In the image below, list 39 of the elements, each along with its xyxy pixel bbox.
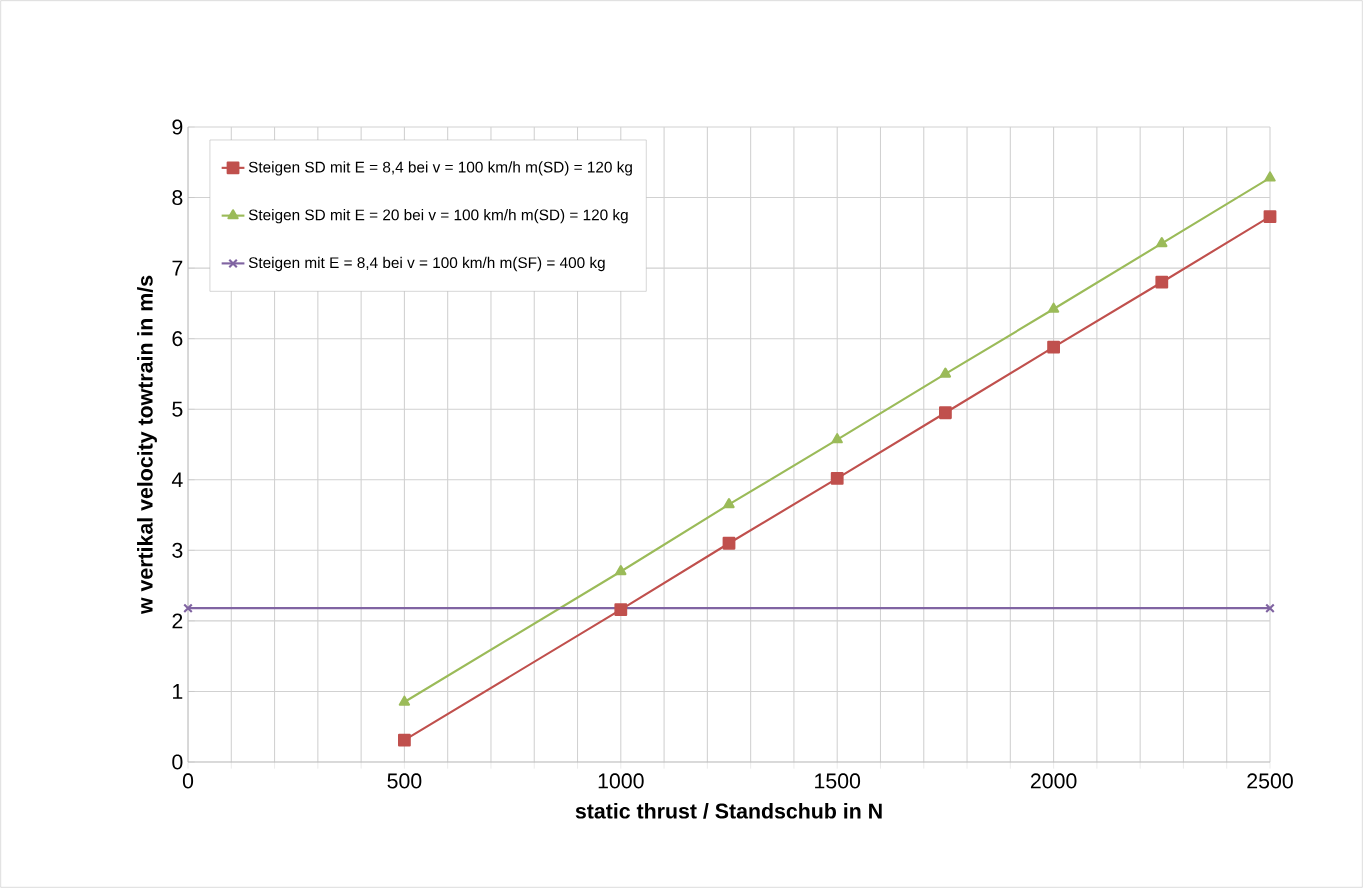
y-tick-label: 2 [172, 613, 183, 629]
point [939, 367, 952, 378]
legend-label: Steigen SD mit E = 8,4 bei v = 100 km/h m(SD) = 120 kg [248, 161, 632, 176]
point [939, 406, 952, 420]
point [1047, 340, 1061, 354]
y-tick-label: 9 [172, 119, 183, 135]
y-tick-label: 1 [173, 684, 183, 699]
x-tick-label: 2500 [1247, 773, 1293, 789]
legend-label: Steigen SD mit E = 20 bei v = 100 km/h m(SD) = 120 kg [248, 209, 628, 224]
x-tick-label: 1500 [815, 773, 861, 789]
y-tick-label: 5 [172, 401, 183, 417]
point [183, 603, 193, 614]
y-tick-label: 3 [172, 542, 183, 558]
y-axis-title: w vertikal velocity towtrain in m/s [137, 275, 157, 615]
point [722, 536, 736, 550]
point [614, 603, 628, 616]
x-axis-title: static thrust / Standschub in N [575, 802, 882, 819]
point [1263, 210, 1277, 224]
y-tick-label: 4 [171, 472, 183, 488]
x-tick-label: 500 [387, 773, 422, 789]
x-tick-label: 0 [182, 773, 194, 789]
point [1156, 237, 1168, 248]
point [1155, 275, 1169, 289]
point [830, 471, 844, 485]
point [1264, 171, 1276, 182]
point [723, 498, 735, 509]
legend-label: Steigen mit E = 8,4 bei v = 100 km/h m(SF) = 400 kg [248, 256, 605, 272]
point [398, 695, 411, 706]
point [831, 433, 843, 444]
point [1265, 603, 1275, 614]
y-tick-label: 8 [172, 190, 183, 206]
point [1047, 302, 1060, 313]
y-tick-label: 7 [172, 260, 183, 276]
x-tick-label: 2000 [1030, 773, 1077, 789]
y-tick-label: 6 [172, 331, 183, 347]
point [398, 733, 411, 747]
x-tick-label: 1000 [598, 773, 644, 789]
point [615, 565, 627, 576]
y-tick-label: 0 [172, 754, 183, 770]
